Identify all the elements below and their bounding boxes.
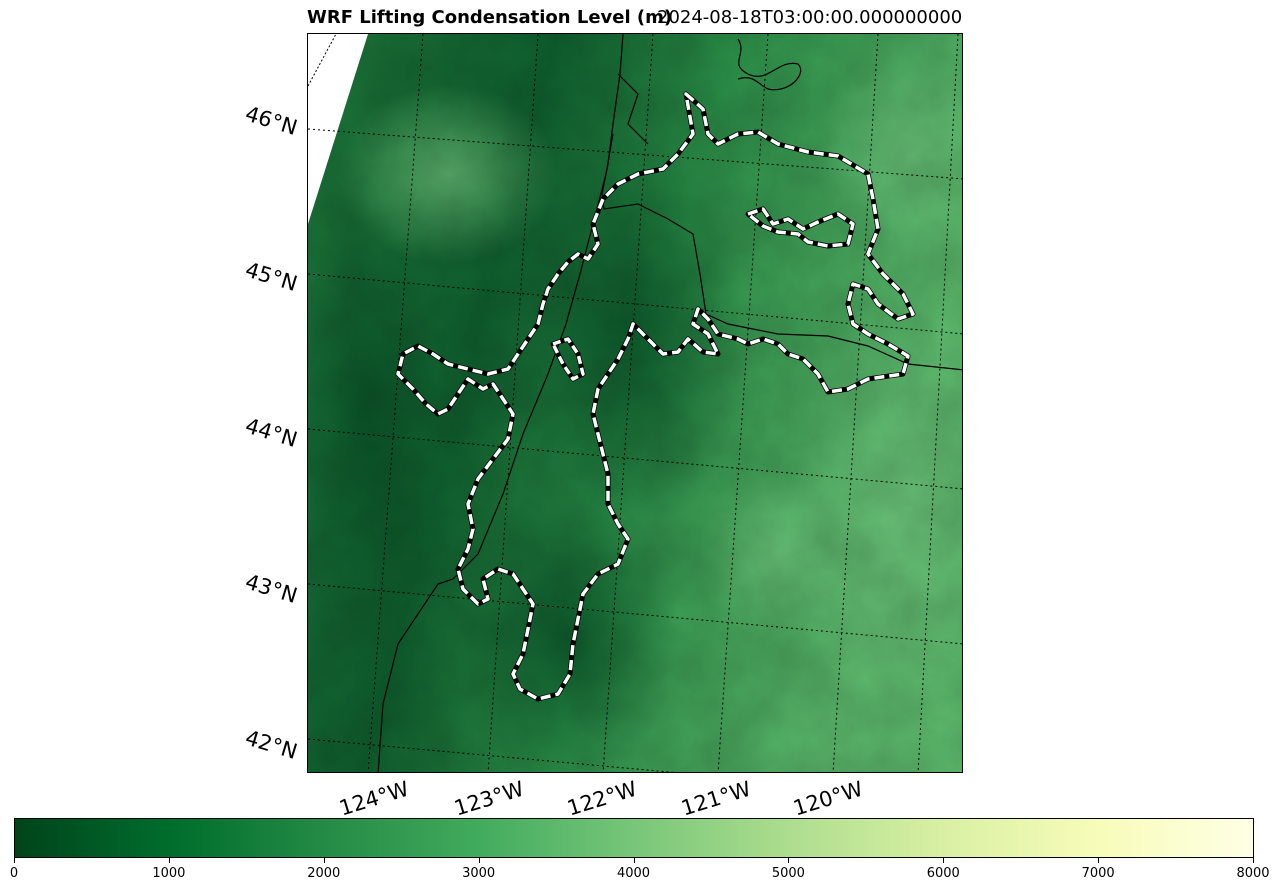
colorbar-tick: [14, 858, 15, 863]
map-svg: [308, 34, 962, 772]
colorbar-tick: [1098, 858, 1100, 863]
map-panel[interactable]: [307, 33, 963, 773]
lon-label-124: 124°W: [336, 776, 412, 821]
colorbar: [14, 818, 1254, 858]
colorbar-tick-label: 4000: [616, 866, 651, 881]
colorbar-tick-label: 6000: [926, 866, 960, 881]
lon-label-122: 122°W: [564, 776, 640, 821]
colorbar-tick: [168, 858, 170, 863]
lat-label-46: 46°N: [242, 101, 301, 140]
river-loop: [737, 38, 802, 91]
colorbar-tick-label: 8000: [1236, 866, 1270, 881]
map-timestamp: 2024-08-18T03:00:00.000000000: [657, 7, 963, 28]
colorbar-tick: [323, 858, 325, 863]
lat-label-42: 42°N: [242, 725, 301, 764]
colorbar-tick: [943, 858, 945, 863]
colorbar-tick: [633, 858, 635, 863]
map-title: WRF Lifting Condensation Level (m): [307, 7, 673, 28]
colorbar-tick-label: 2000: [307, 866, 341, 881]
lon-label-120: 120°W: [790, 776, 866, 821]
colorbar-tick-label: 3000: [462, 866, 496, 881]
colorbar-tick: [478, 858, 480, 863]
river-branch: [617, 73, 649, 145]
colorbar-tick-label: 5000: [771, 866, 805, 881]
lon-label-123: 123°W: [451, 776, 527, 821]
no-data-region: [308, 34, 368, 224]
domain-edge: [308, 34, 337, 87]
lon-label-121: 121°W: [678, 776, 754, 821]
graticule: [308, 34, 962, 772]
colorbar-tick: [1253, 858, 1254, 863]
lat-label-45: 45°N: [242, 257, 301, 296]
field-texture: [308, 34, 962, 772]
colorbar-tick-label: 1000: [152, 866, 186, 881]
lat-label-43: 43°N: [242, 569, 301, 608]
lat-label-44: 44°N: [242, 413, 301, 452]
colorbar-tick: [788, 858, 790, 863]
coast-line: [377, 133, 614, 772]
colorbar-tick-label: 7000: [1081, 866, 1115, 881]
borders: [377, 34, 962, 772]
colorbar-tick-label: 0: [9, 866, 19, 881]
